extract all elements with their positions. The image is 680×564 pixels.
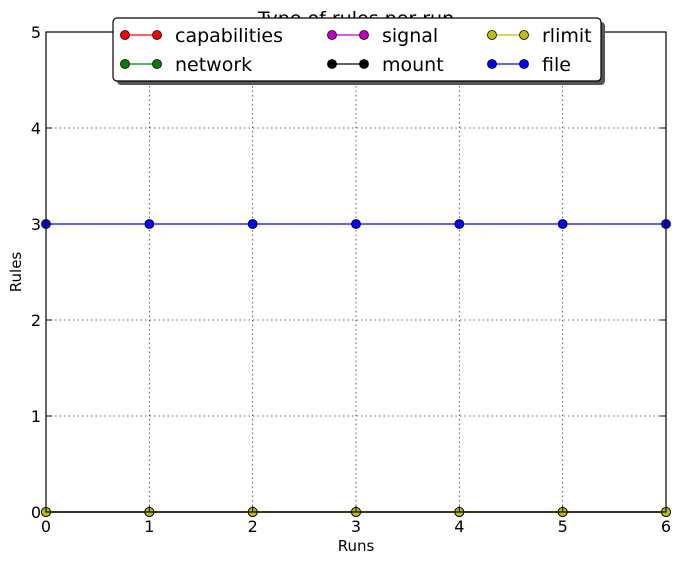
legend-swatch-marker [327,30,337,40]
x-tick-label: 0 [41,517,51,536]
y-axis-label: Rules [7,252,25,293]
legend-entry-capabilities: capabilities [120,25,283,47]
legend-label: capabilities [175,25,283,47]
legend: capabilities network signal mount rlimit file [112,17,605,85]
x-tick-label: 2 [248,517,258,536]
legend-entry-network: network [120,54,252,76]
x-tick-label: 6 [661,517,671,536]
legend-label: mount [382,54,444,76]
data-point-file [454,219,465,229]
grid-lines [46,32,666,512]
x-tick-label: 3 [351,517,361,536]
legend-label: file [542,54,571,76]
legend-swatch-marker [359,59,369,69]
series-file [41,219,671,229]
legend-entry-mount: mount [327,54,444,76]
data-point-file [144,219,155,229]
x-tick-label: 5 [558,517,568,536]
legend-swatch-marker [120,30,130,40]
y-tick-label: 0 [31,503,41,522]
legend-swatch-marker [487,59,497,69]
legend-entry-signal: signal [327,25,438,47]
y-tick-label: 5 [31,23,41,42]
x-tick-label: 1 [144,517,154,536]
series-layer [41,219,671,517]
legend-swatch-marker [519,30,529,40]
legend-entry-file: file [487,54,571,76]
legend-swatch-marker [519,59,529,69]
legend-box [112,17,602,82]
axis-ticks: 0 1 2 3 4 5 6 0 1 2 3 4 5 [31,23,671,536]
data-point-file [247,219,258,229]
legend-swatch-marker [487,30,497,40]
legend-swatch-marker [327,59,337,69]
legend-swatch-marker [120,59,130,69]
legend-entry-rlimit: rlimit [487,25,592,47]
data-point-file [557,219,568,229]
legend-label: signal [382,25,438,47]
legend-swatch-marker [152,59,162,69]
legend-swatch-marker [152,30,162,40]
legend-label: network [175,54,252,76]
x-tick-label: 4 [454,517,464,536]
x-axis-label: Runs [338,537,375,555]
legend-swatch-marker [359,30,369,40]
y-tick-label: 2 [31,311,41,330]
legend-label: rlimit [542,25,592,47]
y-tick-label: 3 [31,215,41,234]
data-point-file [351,219,361,229]
y-tick-label: 1 [31,407,41,426]
y-tick-label: 4 [31,119,41,138]
